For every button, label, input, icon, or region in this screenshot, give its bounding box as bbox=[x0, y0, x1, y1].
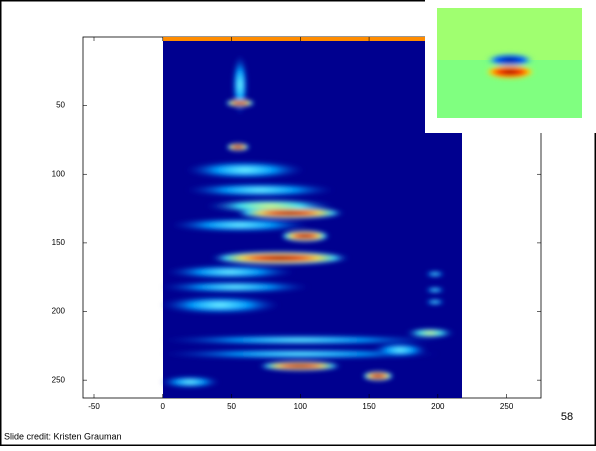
y-tick-label: 150 bbox=[52, 238, 66, 247]
x-tick-label: 100 bbox=[294, 402, 308, 411]
credit: Slide credit: Kristen Grauman bbox=[4, 431, 122, 441]
slide-number: 58 bbox=[561, 411, 573, 423]
x-tick-label: 200 bbox=[431, 402, 445, 411]
inset bbox=[425, 0, 596, 133]
x-tick-label: 150 bbox=[362, 402, 376, 411]
x-tick-label: 0 bbox=[161, 402, 166, 411]
y-tick-label: 100 bbox=[52, 169, 66, 178]
x-tick-label: -50 bbox=[88, 402, 100, 411]
x-tick-label: 250 bbox=[500, 402, 514, 411]
x-tick-label: 50 bbox=[227, 402, 236, 411]
y-tick-label: 200 bbox=[52, 307, 66, 316]
heatmap bbox=[160, 37, 462, 398]
inset-upper bbox=[437, 8, 582, 60]
y-tick-label: 50 bbox=[56, 101, 65, 110]
plot: -50 0 50 100 150 200 250 50 100 150 200 250 bbox=[52, 36, 542, 411]
y-tick-label: 250 bbox=[52, 375, 66, 384]
